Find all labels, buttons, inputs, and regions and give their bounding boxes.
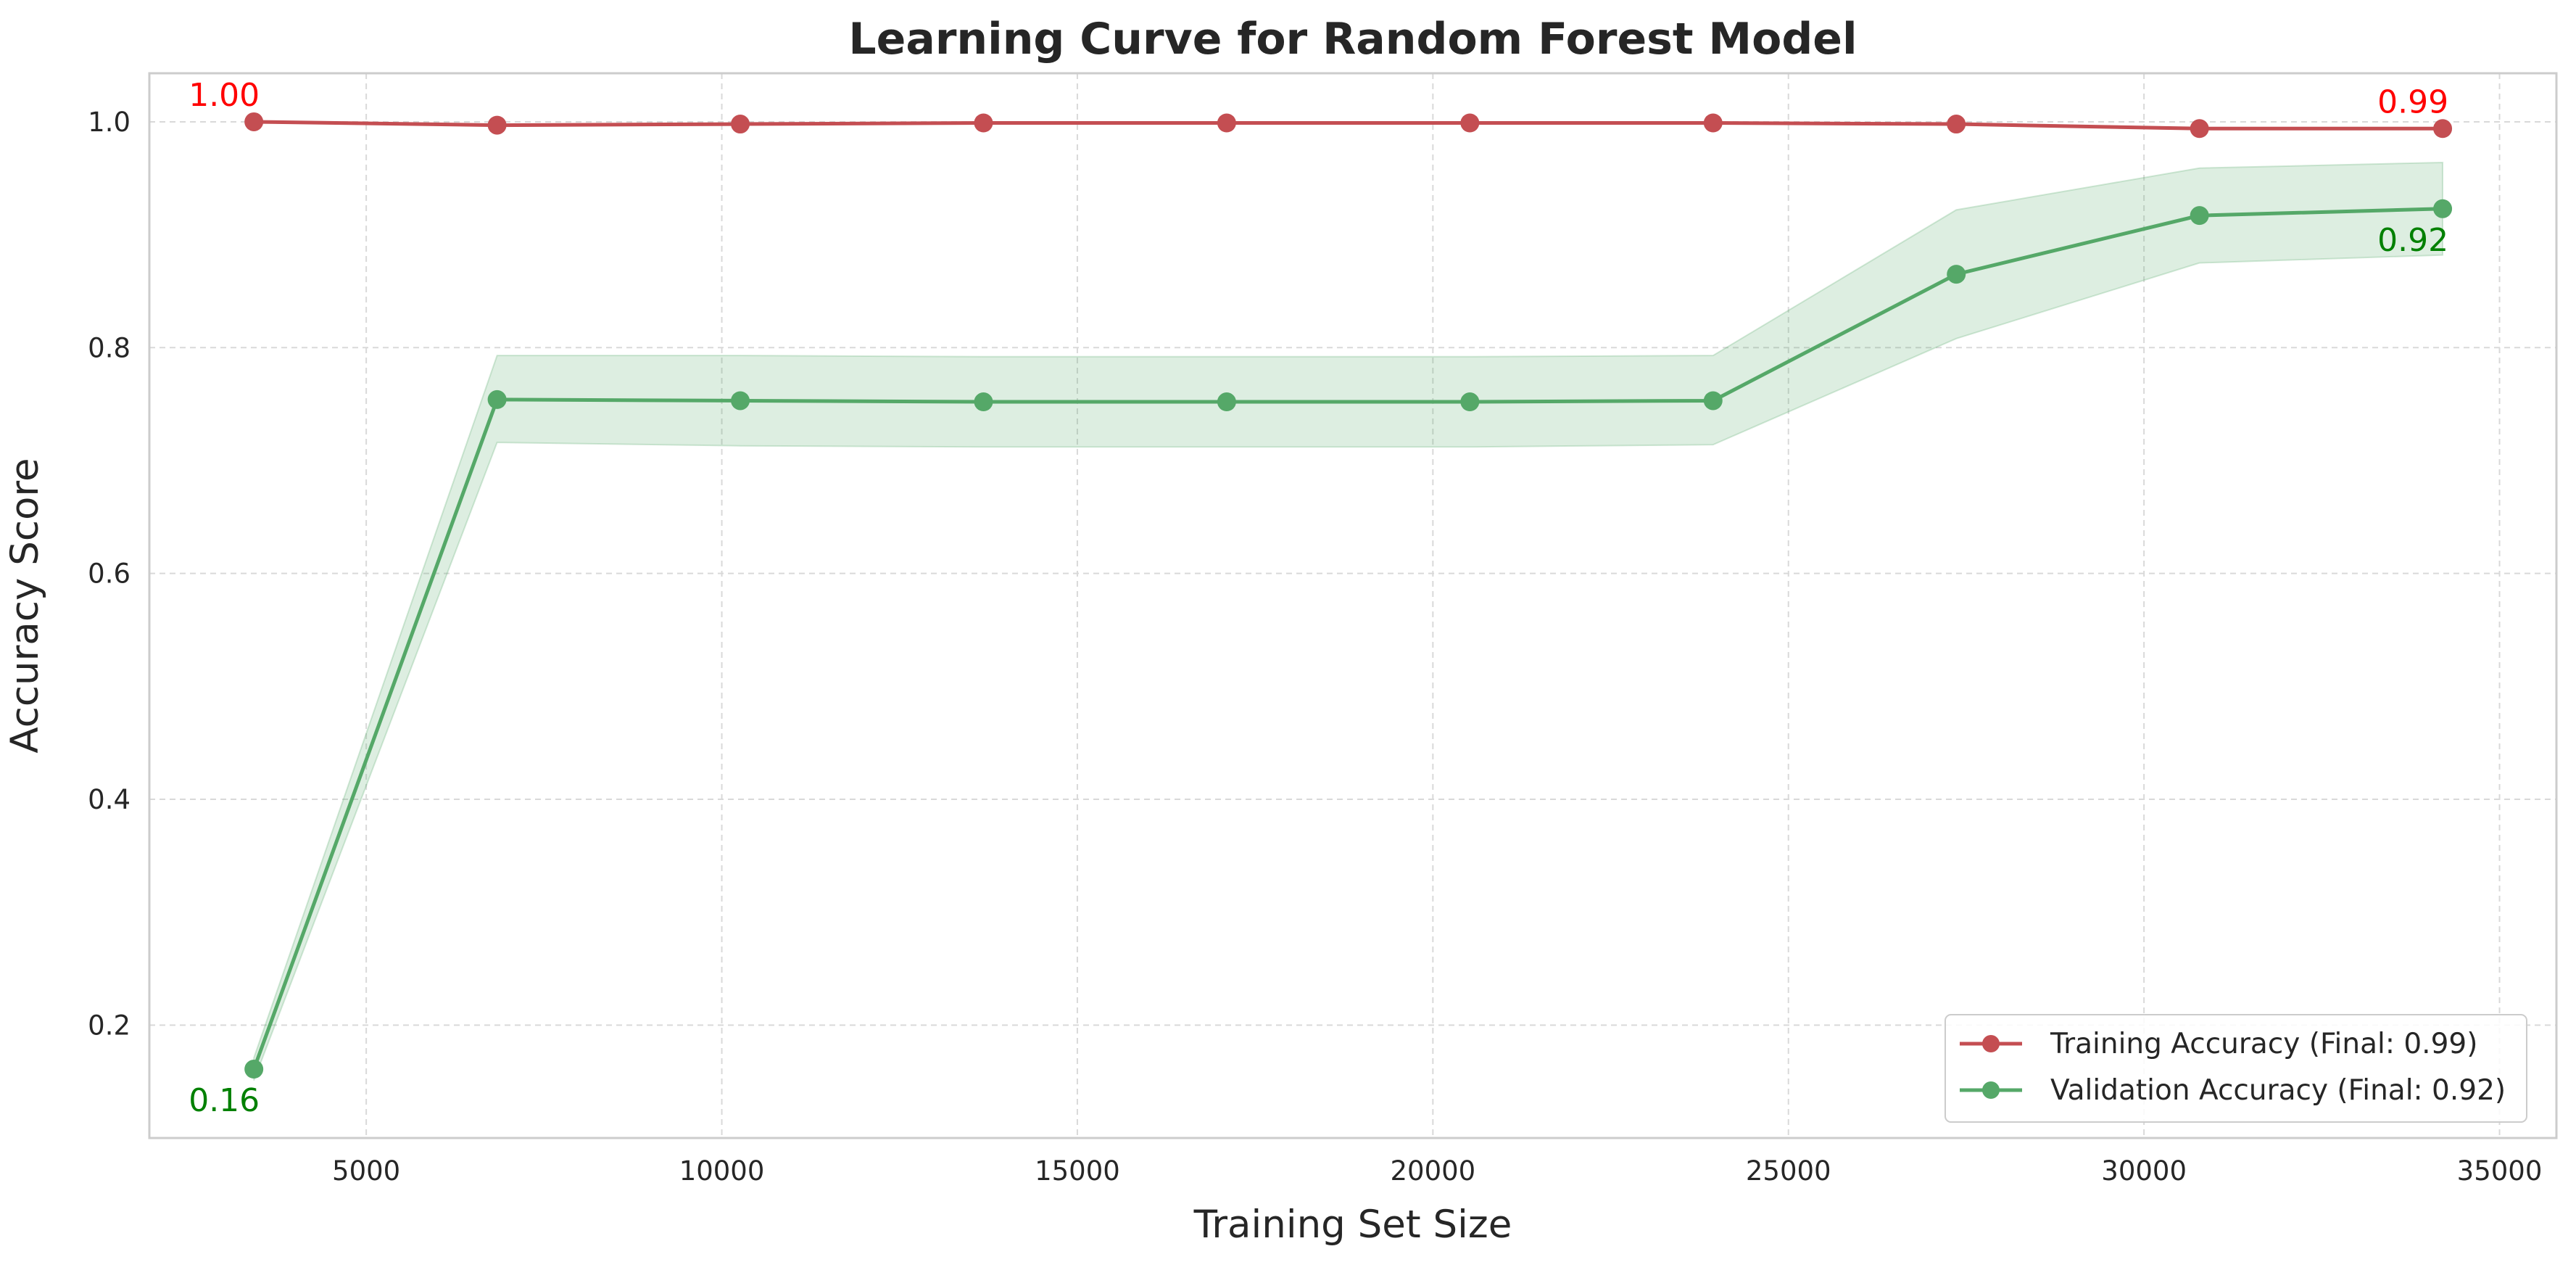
x-tick-label: 5000 (332, 1155, 400, 1187)
legend-swatch-marker (1982, 1081, 2000, 1099)
data-point (487, 115, 507, 135)
confidence-band-1 (253, 161, 2444, 1081)
value-annotation: 0.16 (189, 1082, 260, 1119)
x-axis-label: Training Set Size (1193, 1203, 1512, 1247)
data-point (1460, 392, 1480, 412)
legend-entry-label: Validation Accuracy (Final: 0.92) (2050, 1074, 2506, 1107)
y-tick-label: 0.6 (88, 558, 131, 590)
legend: Training Accuracy (Final: 0.99) Validatio… (1945, 1014, 2527, 1123)
data-point (244, 1060, 264, 1079)
data-point (731, 391, 750, 411)
x-tick-label: 20000 (1390, 1155, 1475, 1187)
data-point (974, 113, 993, 133)
plot-frame (148, 72, 2558, 1139)
data-point (1947, 115, 1966, 134)
series-lines (252, 120, 2443, 1070)
data-point (1947, 265, 1966, 284)
legend-box (1945, 1014, 2527, 1123)
y-tick-label: 0.2 (88, 1010, 131, 1041)
data-point (974, 392, 993, 412)
y-tick-label: 1.0 (88, 107, 131, 138)
tick-labels: 5000 10000 15000 20000 25000 30000 35000 0.2 0.4… (88, 107, 2542, 1187)
y-tick-label: 0.8 (88, 332, 131, 363)
legend-swatch-marker (1982, 1035, 2000, 1052)
chart-title: Learning Curve for Random Forest Model (848, 14, 1857, 65)
data-point (487, 389, 507, 409)
confidence-bands (253, 120, 2444, 1081)
data-point (244, 112, 264, 131)
legend-entry-label: Training Accuracy (Final: 0.99) (2050, 1028, 2477, 1060)
data-point (2433, 199, 2453, 218)
data-point (2433, 119, 2453, 139)
series-line-0 (254, 120, 2443, 131)
x-tick-label: 10000 (679, 1155, 765, 1187)
x-tick-label: 15000 (1035, 1155, 1120, 1187)
data-point (1217, 392, 1236, 412)
value-annotation: 0.99 (2377, 83, 2448, 120)
y-tick-label: 0.4 (88, 784, 131, 815)
value-annotations: 1.00 0.99 0.16 0.92 (189, 77, 2448, 1119)
x-tick-label: 25000 (1746, 1155, 1831, 1187)
x-tick-label: 30000 (2101, 1155, 2187, 1187)
value-annotation: 0.92 (2377, 222, 2448, 259)
data-point (1703, 391, 1723, 411)
x-tick-label: 35000 (2457, 1155, 2543, 1187)
data-point (1460, 113, 1480, 133)
data-point (2190, 206, 2209, 226)
data-point (2190, 119, 2209, 139)
series-markers (244, 112, 2453, 1079)
data-point (1703, 113, 1723, 133)
y-axis-label: Accuracy Score (3, 458, 47, 753)
series-line-1 (252, 207, 2443, 1070)
data-point (1217, 113, 1236, 133)
data-point (731, 115, 750, 134)
value-annotation: 1.00 (189, 77, 260, 114)
